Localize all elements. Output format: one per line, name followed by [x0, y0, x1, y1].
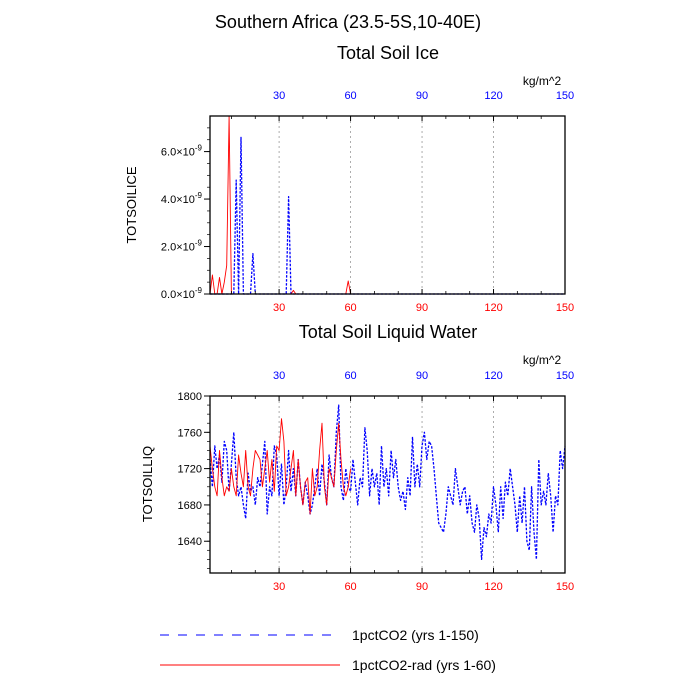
soil-ice-title: Total Soil Ice [337, 43, 439, 63]
soil-liquid-x-tick-label-top: 120 [484, 370, 502, 382]
soil-liquid-y-tick-label: 1720 [178, 464, 202, 476]
soil-liquid-y-tick-label: 1800 [178, 391, 202, 403]
soil-ice-x-tick-label-top: 60 [344, 90, 356, 102]
soil-ice-y-label: TOTSOILICE [124, 166, 139, 243]
figure-title: Southern Africa (23.5-5S,10-40E) [215, 12, 481, 32]
soil-liquid-x-tick-label-bottom: 120 [484, 581, 502, 593]
soil-liquid-y-tick-label: 1640 [178, 536, 202, 548]
soil-ice-y-tick-label: 0.0×10-9 [161, 286, 203, 301]
soil-ice-x-tick-label-bottom: 120 [484, 302, 502, 314]
soil-liquid-x-tick-label-bottom: 90 [416, 581, 428, 593]
soil-liquid-plot-frame [209, 395, 566, 574]
soil-ice-x-tick-label-top: 30 [273, 90, 285, 102]
soil-ice-x-tick-label-top: 90 [416, 90, 428, 102]
soil-ice-x-tick-label-top: 120 [484, 90, 502, 102]
soil-liquid-series-1pctco2-rad [209, 418, 352, 515]
soil-liquid-x-tick-label-top: 150 [556, 370, 574, 382]
soil-ice-x-tick-label-top: 150 [556, 90, 574, 102]
soil-liquid-x-tick-label-bottom: 150 [556, 581, 574, 593]
soil-liquid-x-tick-label-bottom: 30 [273, 581, 285, 593]
soil-ice-x-tick-label-bottom: 90 [416, 302, 428, 314]
soil-ice-plot-frame [209, 115, 566, 295]
soil-ice-panel: Total Soil Ice kg/m^2 TOTSOILICE 30 30 60 6… [124, 43, 574, 314]
soil-ice-y-tick-label: 2.0×10-9 [161, 239, 203, 254]
soil-liquid-unit: kg/m^2 [523, 353, 562, 367]
legend-label-1pctco2-rad: 1pctCO2-rad (yrs 1-60) [352, 657, 496, 673]
soil-liquid-y-label: TOTSOILLIQ [140, 446, 155, 522]
soil-ice-unit: kg/m^2 [523, 74, 562, 88]
soil-liquid-x-tick-label-bottom: 60 [344, 581, 356, 593]
soil-liquid-x-tick-label-top: 60 [344, 370, 356, 382]
soil-liquid-x-tick-label-top: 30 [273, 370, 285, 382]
soil-ice-y-tick-label: 4.0×10-9 [161, 191, 203, 206]
soil-ice-series-1pctco2-rad [209, 115, 352, 295]
soil-ice-y-tick-label: 6.0×10-9 [161, 144, 203, 159]
soil-ice-series-1pctco2 [210, 136, 565, 295]
soil-liquid-panel: Total Soil Liquid Water kg/m^2 TOTSOILLI… [140, 322, 574, 593]
legend-label-1pctco2: 1pctCO2 (yrs 1-150) [352, 627, 479, 643]
soil-ice-x-tick-label-bottom: 60 [344, 302, 356, 314]
soil-liquid-y-tick-label: 1680 [178, 500, 202, 512]
soil-ice-x-tick-label-bottom: 150 [556, 302, 574, 314]
legend: 1pctCO2 (yrs 1-150) 1pctCO2-rad (yrs 1-6… [160, 627, 496, 673]
soil-liquid-y-tick-label: 1760 [178, 427, 202, 439]
soil-ice-x-tick-label-bottom: 30 [273, 302, 285, 314]
soil-liquid-series-1pctco2 [209, 404, 566, 561]
soil-liquid-x-tick-label-top: 90 [416, 370, 428, 382]
soil-liquid-title: Total Soil Liquid Water [299, 322, 477, 342]
